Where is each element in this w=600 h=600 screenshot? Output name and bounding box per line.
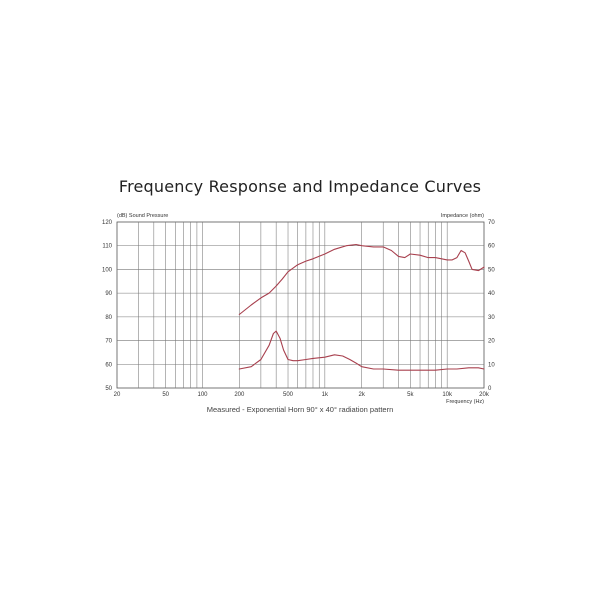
right-tick-label: 60 bbox=[488, 244, 495, 250]
chart-title: Frequency Response and Impedance Curves bbox=[118, 177, 482, 196]
left-tick-label: 70 bbox=[105, 339, 112, 345]
right-tick-label: 70 bbox=[488, 220, 495, 226]
x-tick-label: 200 bbox=[234, 392, 245, 398]
plot-frame bbox=[116, 221, 485, 389]
left-axis-label: (dB) Sound Pressure bbox=[117, 213, 168, 219]
right-tick-label: 0 bbox=[488, 386, 492, 392]
chart-series bbox=[238, 243, 485, 371]
left-tick-label: 80 bbox=[105, 315, 112, 321]
left-tick-label: 50 bbox=[105, 386, 112, 392]
left-tick-label: 100 bbox=[102, 267, 113, 273]
x-tick-label: 500 bbox=[283, 392, 294, 398]
right-tick-label: 10 bbox=[488, 362, 495, 368]
frequency-response-curve bbox=[238, 243, 485, 316]
x-tick-label: 20k bbox=[479, 392, 490, 398]
x-tick-label: 2k bbox=[358, 392, 365, 398]
left-tick-label: 90 bbox=[105, 291, 112, 297]
x-tick-label: 1k bbox=[322, 392, 329, 398]
right-tick-label: 30 bbox=[488, 315, 495, 321]
right-tick-label: 40 bbox=[488, 291, 495, 297]
impedance-curve bbox=[238, 330, 485, 371]
right-tick-label: 20 bbox=[488, 339, 495, 345]
chart-grid bbox=[116, 221, 485, 389]
x-tick-label: 20 bbox=[114, 392, 121, 398]
right-axis-label: Impedance (ohm) bbox=[441, 213, 484, 219]
x-tick-label: 50 bbox=[162, 392, 169, 398]
left-tick-label: 60 bbox=[105, 362, 112, 368]
left-tick-label: 110 bbox=[102, 244, 112, 250]
x-tick-label: 5k bbox=[407, 392, 414, 398]
x-axis-label: Frequency (Hz) bbox=[446, 399, 484, 405]
left-tick-label: 120 bbox=[102, 220, 113, 226]
x-tick-label: 10k bbox=[442, 392, 453, 398]
right-tick-label: 50 bbox=[488, 267, 495, 273]
chart-caption: Measured - Exponential Horn 90° x 40° ra… bbox=[206, 405, 394, 414]
x-tick-label: 100 bbox=[197, 392, 208, 398]
